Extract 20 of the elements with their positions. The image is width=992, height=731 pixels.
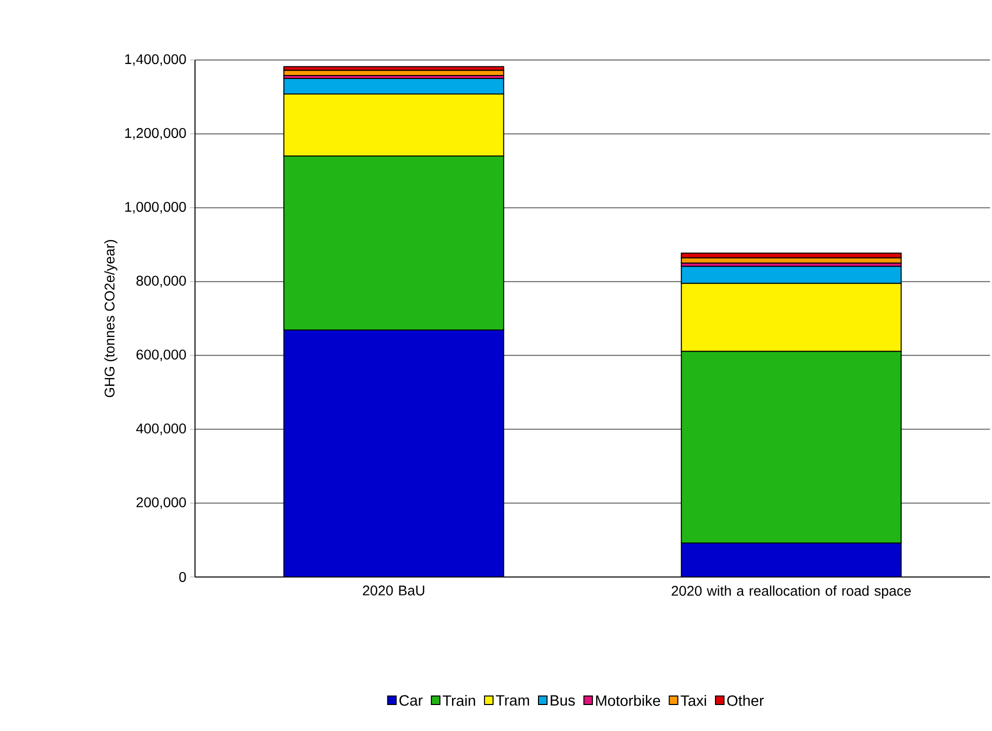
x-tick-label: 2020 BaU <box>362 586 424 596</box>
x-tick-label: 2020 with a reallocation of road space <box>672 586 911 599</box>
y-tick-label: 1,000,000 <box>125 202 186 214</box>
legend-label: Tram <box>496 695 529 706</box>
y-tick-label: 1,200,000 <box>125 128 186 140</box>
legend-label: Motorbike <box>596 694 660 706</box>
y-tick-label: 400,000 <box>136 423 186 436</box>
y-tick-label: 1,400,000 <box>125 54 186 66</box>
y-tick-label: 600,000 <box>136 350 186 362</box>
legend-label: Bus <box>550 695 575 706</box>
y-tick-label: 200,000 <box>136 497 186 509</box>
y-tick-label: 0 <box>179 572 186 582</box>
legend-label: Other <box>727 694 764 706</box>
y-axis-title: GHG (tonnes CO2e/year) <box>104 240 118 398</box>
legend-label: Car <box>399 695 423 706</box>
legend-label: Taxi <box>680 694 706 706</box>
y-tick-label: 800,000 <box>136 276 186 288</box>
legend-label: Train <box>442 694 476 706</box>
bar <box>284 330 504 577</box>
bar <box>680 542 902 577</box>
